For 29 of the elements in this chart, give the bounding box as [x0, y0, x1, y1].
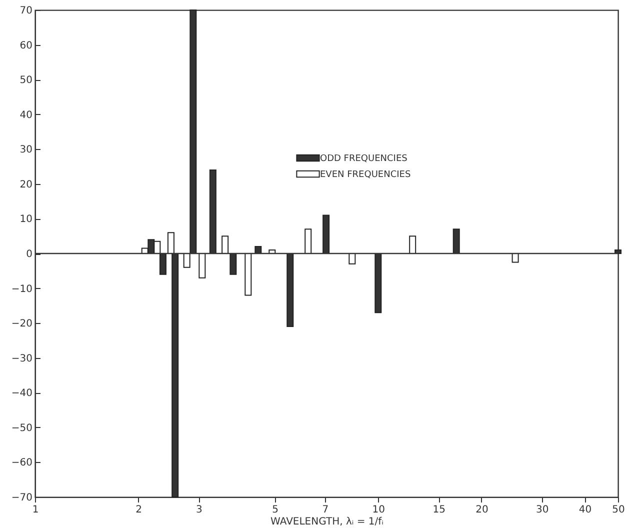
y-tick-label: −70 [11, 492, 32, 504]
y-tick-label: 30 [20, 144, 32, 156]
y-tick-label: −50 [11, 422, 32, 434]
x-tick-label: 15 [432, 504, 446, 516]
x-tick-label: 3 [196, 504, 202, 516]
legend-label: ODD FREQUENCIES [320, 154, 408, 164]
x-tick-label: 5 [272, 504, 279, 516]
y-tick-label: −40 [11, 388, 32, 400]
x-tick-label: 40 [578, 504, 592, 516]
x-tick-label: 2 [136, 504, 142, 516]
x-tick-label: 7 [322, 504, 329, 516]
x-tick-label: 50 [612, 504, 625, 516]
y-tick-label: 70 [20, 6, 32, 16]
y-tick-label: −20 [11, 318, 32, 330]
x-tick-label: 1 [32, 504, 39, 516]
x-tick-label: 10 [372, 504, 386, 516]
y-tick-label: 50 [20, 75, 32, 86]
y-tick-label: 10 [20, 214, 32, 226]
y-tick-label: 60 [20, 40, 32, 52]
y-tick-label: −30 [11, 353, 32, 364]
y-tick-label: −10 [11, 284, 32, 295]
y-tick-label: 0 [26, 249, 32, 260]
y-tick-label: −60 [11, 458, 32, 469]
legend-label: EVEN FREQUENCIES [320, 170, 411, 180]
y-tick-label: 40 [20, 110, 32, 121]
y-tick-label: 20 [20, 179, 32, 190]
x-tick-label: 30 [536, 504, 549, 516]
x-axis-title: WAVELENGTH, λᵢ = 1/fᵢ [270, 516, 384, 528]
x-tick-label: 20 [476, 504, 488, 516]
